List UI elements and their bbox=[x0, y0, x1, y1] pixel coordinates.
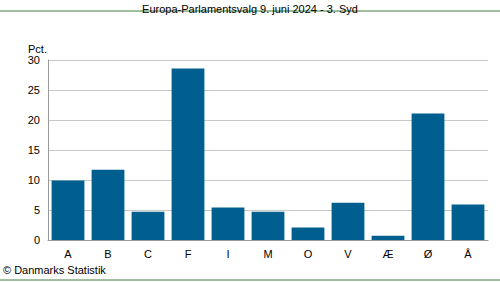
svg-text:F: F bbox=[185, 248, 192, 260]
svg-text:V: V bbox=[344, 248, 352, 260]
svg-text:A: A bbox=[64, 248, 72, 260]
svg-text:Å: Å bbox=[464, 248, 472, 260]
svg-text:30: 30 bbox=[28, 54, 40, 66]
svg-text:Ø: Ø bbox=[424, 248, 433, 260]
svg-text:O: O bbox=[304, 248, 313, 260]
svg-text:B: B bbox=[104, 248, 111, 260]
svg-text:10: 10 bbox=[28, 174, 40, 186]
svg-text:M: M bbox=[263, 248, 272, 260]
svg-text:0: 0 bbox=[34, 234, 40, 246]
svg-text:15: 15 bbox=[28, 144, 40, 156]
svg-text:5: 5 bbox=[34, 204, 40, 216]
svg-text:Æ: Æ bbox=[383, 248, 394, 260]
svg-text:25: 25 bbox=[28, 84, 40, 96]
svg-text:C: C bbox=[144, 248, 152, 260]
svg-text:© Danmarks Statistik: © Danmarks Statistik bbox=[3, 264, 106, 276]
svg-text:Europa-Parlamentsvalg 9. juni: Europa-Parlamentsvalg 9. juni 2024 - 3. … bbox=[142, 3, 358, 15]
svg-text:Pct.: Pct. bbox=[28, 43, 47, 55]
svg-text:20: 20 bbox=[28, 114, 40, 126]
svg-text:I: I bbox=[226, 248, 229, 260]
